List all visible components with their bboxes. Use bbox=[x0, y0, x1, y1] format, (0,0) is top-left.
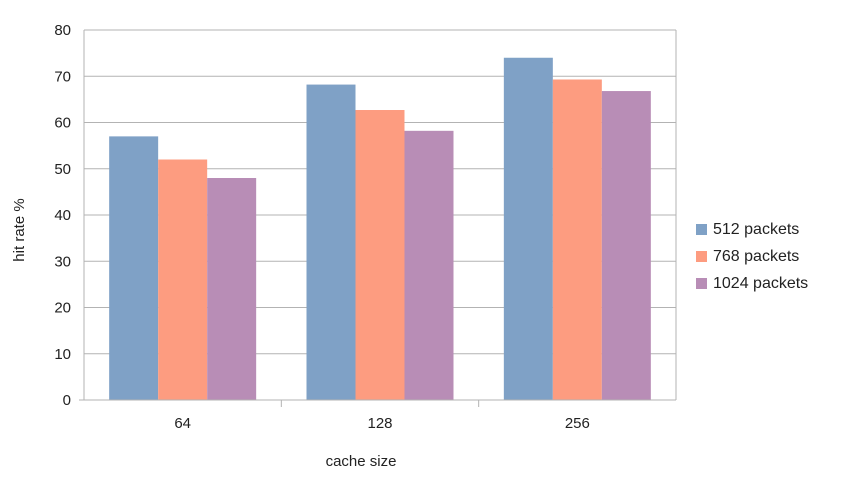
legend-swatch bbox=[696, 251, 707, 262]
bar-768-packets-128 bbox=[355, 110, 405, 400]
legend-swatch bbox=[696, 224, 707, 235]
y-tick-labels: 0 10 20 30 40 50 60 70 80 bbox=[54, 22, 71, 409]
legend-item-0: 512 packets bbox=[696, 216, 808, 243]
axes bbox=[79, 30, 677, 407]
bar-512-packets-128 bbox=[306, 84, 356, 400]
bar-1024-packets-128 bbox=[404, 130, 454, 400]
y-tick-label: 50 bbox=[54, 161, 71, 178]
x-tick-label: 64 bbox=[174, 415, 191, 432]
legend-label: 768 packets bbox=[713, 247, 800, 265]
legend-swatch bbox=[696, 278, 707, 289]
bar-512-packets-64 bbox=[109, 136, 159, 400]
legend: 512 packets 768 packets 1024 packets bbox=[696, 216, 808, 297]
y-tick-label: 0 bbox=[63, 392, 71, 409]
y-tick-label: 70 bbox=[54, 68, 71, 85]
y-tick-label: 60 bbox=[54, 115, 71, 132]
y-tick-label: 40 bbox=[54, 207, 71, 224]
y-tick-label: 10 bbox=[54, 346, 71, 363]
legend-label: 1024 packets bbox=[713, 274, 809, 292]
legend-item-2: 1024 packets bbox=[696, 270, 808, 297]
y-axis-title: hit rate % bbox=[11, 198, 28, 261]
x-axis-title: cache size bbox=[326, 453, 397, 470]
bar-512-packets-256 bbox=[503, 57, 553, 400]
bar-1024-packets-256 bbox=[601, 91, 651, 401]
y-tick-label: 80 bbox=[54, 22, 71, 39]
x-tick-labels: 64 128 256 bbox=[174, 415, 590, 432]
legend-label: 512 packets bbox=[713, 220, 800, 238]
y-tick-label: 20 bbox=[54, 300, 71, 317]
bars bbox=[109, 57, 651, 401]
x-tick-label: 256 bbox=[565, 415, 590, 432]
bar-1024-packets-64 bbox=[207, 178, 257, 400]
x-tick-label: 128 bbox=[367, 415, 392, 432]
bar-768-packets-64 bbox=[158, 159, 208, 400]
legend-item-1: 768 packets bbox=[696, 243, 808, 270]
bar-768-packets-256 bbox=[552, 79, 602, 401]
y-tick-label: 30 bbox=[54, 253, 71, 270]
